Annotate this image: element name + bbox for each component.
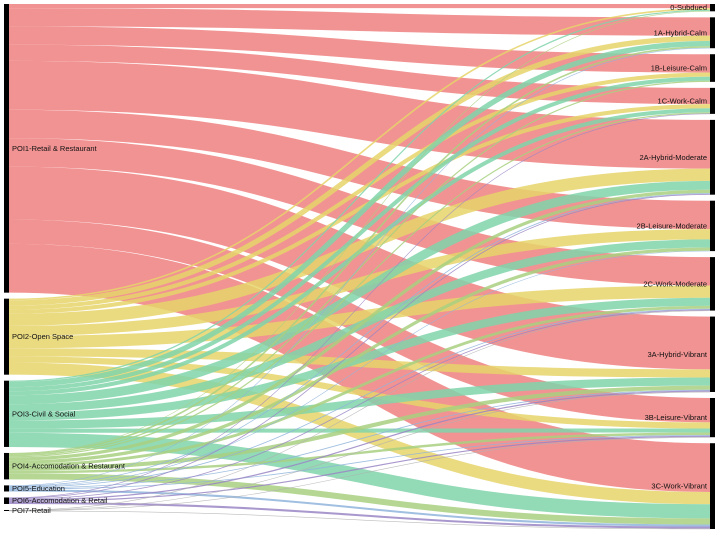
target-node-t1c xyxy=(710,87,715,114)
target-node-t3b xyxy=(710,397,715,438)
flow-link-poi4-t0 xyxy=(8,10,711,454)
flow-links xyxy=(8,3,711,530)
flow-link-poi4-t2a xyxy=(8,189,711,461)
target-node-t2b xyxy=(710,200,715,252)
flow-link-poi3-t2c xyxy=(8,297,711,421)
flow-link-poi4-t2c xyxy=(8,305,711,467)
target-node-t3a xyxy=(710,316,715,392)
flow-link-poi3-t1b xyxy=(8,76,711,392)
flow-link-poi2-t2c xyxy=(8,285,711,349)
target-label-t3a: 3A-Hybrid-Vibrant xyxy=(648,350,708,359)
flow-link-poi1-t3c xyxy=(8,243,711,493)
source-node-poi7 xyxy=(4,509,9,511)
source-node-poi5 xyxy=(4,485,9,492)
source-label-poi1: POI1-Retail & Restaurant xyxy=(12,144,98,153)
target-label-t3c: 3C-Work-Vibrant xyxy=(651,482,707,491)
source-label-poi6: POI6-Accomodation & Retail xyxy=(12,496,108,505)
target-label-t2c: 2C-Work-Moderate xyxy=(643,279,707,288)
flow-link-poi5-t3a xyxy=(8,389,711,489)
target-label-t1a: 1A-Hybrid-Calm xyxy=(654,28,707,37)
flow-link-poi3-t0 xyxy=(8,9,711,382)
flow-link-poi4-t1c xyxy=(8,112,711,458)
flow-link-poi2-t2a xyxy=(8,168,711,326)
flow-link-poi6-t1c xyxy=(8,113,711,499)
flow-link-poi7-t3a xyxy=(8,391,711,511)
target-node-t0 xyxy=(710,4,715,12)
target-label-t2b: 2B-Leisure-Moderate xyxy=(637,221,707,230)
flow-link-poi1-t1a xyxy=(8,8,711,36)
target-node-t2c xyxy=(710,257,715,311)
target-node-t1a xyxy=(710,17,715,49)
target-label-t3b: 3B-Leisure-Vibrant xyxy=(645,413,708,422)
source-node-poi1 xyxy=(4,4,9,293)
target-node-t3c xyxy=(710,443,715,529)
target-label-t1c: 1C-Work-Calm xyxy=(658,96,707,105)
flow-link-poi4-t3a xyxy=(8,385,711,471)
flow-link-poi5-t2b xyxy=(8,250,711,488)
flow-link-poi4-t3c xyxy=(8,473,711,525)
target-node-t2a xyxy=(710,119,715,195)
source-label-poi2: POI2-Open Space xyxy=(12,332,73,341)
flow-link-poi7-t3c xyxy=(8,510,711,530)
flow-link-poi7-t3b xyxy=(8,437,711,511)
flow-link-poi4-t1b xyxy=(8,80,711,457)
flow-link-poi5-t1a xyxy=(8,47,711,486)
flow-link-poi2-t2b xyxy=(8,229,711,337)
flow-link-poi1-t1c xyxy=(8,44,711,105)
flow-link-poi2-t1a xyxy=(8,35,711,306)
source-label-poi3: POI3-Civil & Social xyxy=(12,409,76,418)
flow-link-poi4-t2b xyxy=(8,247,711,464)
source-label-poi4: POI4-Accomodation & Restaurant xyxy=(12,462,126,471)
flow-link-poi5-t3c xyxy=(8,489,711,527)
flow-link-poi2-t1c xyxy=(8,104,711,314)
flow-link-poi6-t3a xyxy=(8,390,711,501)
nodes xyxy=(4,4,715,529)
flow-link-poi6-t2a xyxy=(8,193,711,499)
target-node-t1b xyxy=(710,54,715,82)
flow-link-poi3-t3a xyxy=(8,377,711,429)
flow-link-poi6-t3b xyxy=(8,435,711,502)
node-labels: POI1-Retail & Restaurant POI2-Open Space P… xyxy=(12,3,708,515)
target-label-t2a: 2A-Hybrid-Moderate xyxy=(639,153,707,162)
flow-link-poi5-t2a xyxy=(8,193,711,487)
flow-link-poi3-t2a xyxy=(8,180,711,405)
flow-link-poi5-t3b xyxy=(8,434,711,490)
source-label-poi7: POI7-Retail xyxy=(12,506,51,515)
source-node-poi4 xyxy=(4,452,9,480)
target-label-t1b: 1B-Leisure-Calm xyxy=(651,64,707,73)
flow-link-poi4-t1a xyxy=(8,46,711,455)
source-label-poi5: POI5-Education xyxy=(12,484,65,493)
flow-link-poi2-t1b xyxy=(8,72,711,310)
source-node-poi2 xyxy=(4,298,9,375)
flow-link-poi5-t2c xyxy=(8,308,711,488)
flow-link-poi6-t3c xyxy=(8,501,711,529)
flow-link-poi6-t2c xyxy=(8,309,711,500)
source-node-poi6 xyxy=(4,497,9,504)
flow-link-poi7-t2c xyxy=(8,310,711,511)
target-label-t0: 0-Subdued xyxy=(670,3,707,12)
source-node-poi3 xyxy=(4,380,9,447)
flow-link-poi3-t1a xyxy=(8,40,711,388)
flow-link-poi1-t2a xyxy=(8,60,711,169)
flow-link-poi2-t0 xyxy=(8,8,711,301)
